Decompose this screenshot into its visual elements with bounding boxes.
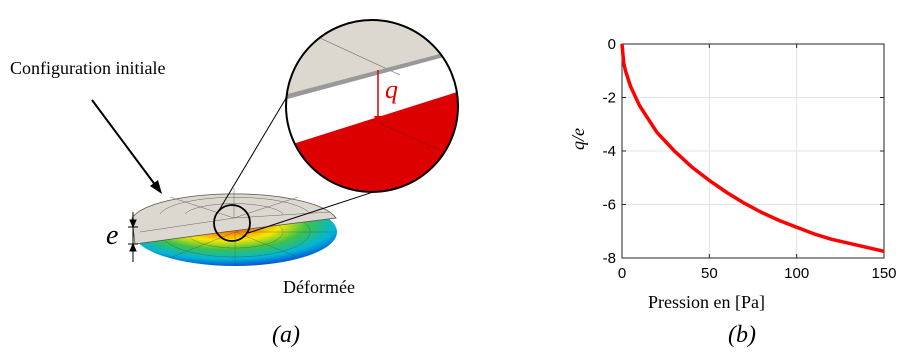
deformed-label: Déformée xyxy=(283,277,355,297)
y-tick-label: -4 xyxy=(603,143,616,160)
initial-configuration-label: Configuration initiale xyxy=(10,58,166,78)
x-tick-label: 150 xyxy=(871,265,896,282)
initial-disk xyxy=(131,188,337,245)
y-tick-label: 0 xyxy=(608,36,616,53)
zoom-circle-large xyxy=(285,19,459,193)
x-axis-label: Pression en [Pa] xyxy=(648,292,765,312)
thickness-marker xyxy=(128,212,138,262)
y-tick-label: -6 xyxy=(603,197,616,214)
x-tick-label: 50 xyxy=(701,265,718,282)
y-axis-label: q/e xyxy=(568,128,588,150)
caption-b: (b) xyxy=(728,322,756,348)
thickness-label: e xyxy=(106,220,119,251)
y-tick-label: -2 xyxy=(603,90,616,107)
deflection-label: q xyxy=(385,75,398,104)
y-tick-label: -8 xyxy=(603,250,616,267)
line-chart: 0 50 100 150 0 -2 -4 -6 -8 xyxy=(603,36,897,282)
series-line xyxy=(620,43,885,254)
caption-a: (a) xyxy=(272,322,300,348)
zoom-circle-small xyxy=(213,204,251,242)
x-tick-label: 0 xyxy=(618,265,626,282)
initial-arrow-head xyxy=(150,180,162,194)
initial-arrow xyxy=(91,99,157,187)
x-tick-label: 100 xyxy=(784,265,809,282)
